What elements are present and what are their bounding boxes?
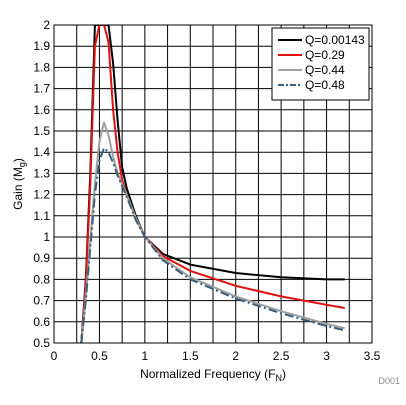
y-axis-title: Gain (Mg) (11, 158, 27, 210)
x-tick-label: 1 (142, 349, 149, 363)
x-tick-label: 1.5 (182, 349, 199, 363)
plot-frame (53, 24, 373, 344)
x-tick-label: 3.5 (364, 349, 381, 363)
y-tick-label: 1.5 (33, 124, 50, 138)
legend-label: Q=0.44 (305, 63, 345, 77)
y-tick-label: 2 (43, 18, 50, 32)
y-tick-label: 0.5 (33, 336, 50, 350)
y-tick-label: 0.8 (33, 272, 50, 286)
x-tick-label: 0.5 (91, 349, 108, 363)
series-line-3 (80, 121, 345, 343)
legend-label: Q=0.48 (305, 78, 345, 92)
series-line-4 (80, 147, 345, 343)
tick-labels: 0 0.5 1 1.5 2 2.5 3 3.50.50.60.70.80.911.11.21.… (33, 18, 380, 363)
y-tick-label: 0.6 (33, 315, 50, 329)
series-line-1 (80, 25, 345, 343)
legend-label: Q=0.00143 (305, 33, 365, 47)
y-tick-label: 1.1 (33, 209, 50, 223)
legend-label: Q=0.29 (305, 48, 345, 62)
x-tick-label: 3 (323, 349, 330, 363)
x-tick-label: 0 (51, 349, 58, 363)
y-tick-label: 0.7 (33, 294, 50, 308)
y-tick-label: 1 (43, 230, 50, 244)
y-tick-label: 1.2 (33, 188, 50, 202)
y-tick-label: 1.4 (33, 145, 50, 159)
y-tick-label: 1.6 (33, 103, 50, 117)
y-tick-label: 1.3 (33, 166, 50, 180)
y-tick-label: 0.9 (33, 251, 50, 265)
y-tick-label: 1.9 (33, 39, 50, 53)
x-tick-label: 2 (232, 349, 239, 363)
y-tick-label: 1.7 (33, 82, 50, 96)
series-line-2 (80, 25, 345, 343)
x-tick-label: 2.5 (273, 349, 290, 363)
y-tick-label: 1.8 (33, 60, 50, 74)
series-lines (80, 25, 345, 343)
figure-code: D001 (378, 376, 400, 386)
x-axis-title: Normalized Frequency (FN) (140, 367, 286, 383)
